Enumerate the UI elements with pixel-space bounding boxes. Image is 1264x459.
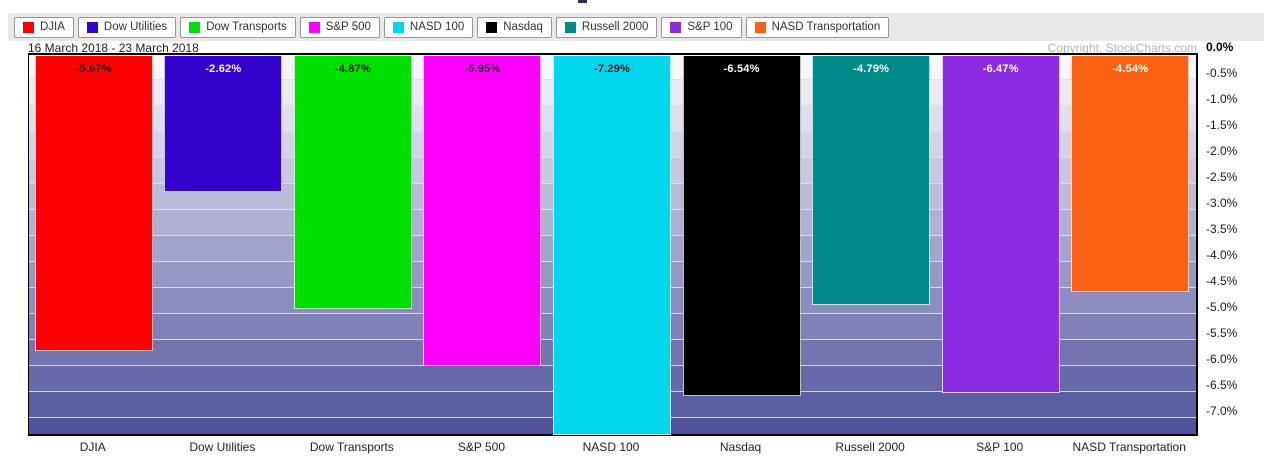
x-axis-label-nasdaq: Nasdaq xyxy=(719,440,762,454)
legend-button-label: Dow Utilities xyxy=(103,20,168,33)
y-tick-label: -2.0% xyxy=(1206,144,1238,159)
legend-button-label: S&P 100 xyxy=(687,20,733,33)
color-swatch-icon xyxy=(486,21,498,33)
color-swatch-icon xyxy=(23,21,34,33)
y-tick-label: -3.5% xyxy=(1206,222,1238,237)
color-swatch-icon xyxy=(86,21,98,33)
y-tick-label: -6.5% xyxy=(1206,378,1238,393)
bar-dow-transports: -4.87% xyxy=(293,56,412,310)
legend-button-dow-utilities[interactable]: Dow Utilities xyxy=(77,16,177,38)
copyright-label: Copyright, StockCharts.com xyxy=(1047,41,1197,55)
y-tick-label: -1.5% xyxy=(1206,118,1238,133)
y-tick-label: -5.5% xyxy=(1206,326,1238,341)
bar-s-p-500: -5.95% xyxy=(423,56,542,366)
bar-nasd-transportation: -4.54% xyxy=(1071,56,1190,293)
legend-button-nasdaq[interactable]: Nasdaq xyxy=(477,16,552,38)
legend-button-nasd-transportation[interactable]: NASD Transportation xyxy=(745,16,890,38)
bar-value-label: -4.87% xyxy=(334,63,371,75)
cropped-title-artifact xyxy=(578,0,587,3)
bar-s-p-100: -6.47% xyxy=(941,56,1060,393)
legend-button-s-p-100[interactable]: S&P 100 xyxy=(661,16,742,38)
color-swatch-icon xyxy=(392,21,404,33)
y-tick-label: -1.0% xyxy=(1206,92,1238,107)
x-axis-label-djia: DJIA xyxy=(79,440,106,454)
date-range-label: 16 March 2018 - 23 March 2018 xyxy=(28,41,199,55)
bar-value-label: -2.62% xyxy=(205,63,242,75)
x-axis-label-nasd-transportation: NASD Transportation xyxy=(1072,440,1186,454)
bar-value-label: -6.54% xyxy=(723,63,760,75)
y-tick-label: -0.5% xyxy=(1206,66,1238,81)
y-tick-label: -5.0% xyxy=(1206,300,1238,315)
y-tick-label: -2.5% xyxy=(1206,170,1238,185)
legend-button-label: NASD Transportation xyxy=(771,20,881,33)
y-tick-label: -4.5% xyxy=(1206,274,1238,289)
y-tick-label: -3.0% xyxy=(1206,196,1238,211)
bar-value-label: -4.79% xyxy=(853,63,890,75)
legend-button-nasd-100[interactable]: NASD 100 xyxy=(383,16,474,38)
y-tick-label: -6.0% xyxy=(1206,352,1238,367)
bar-value-label: -5.95% xyxy=(464,63,501,75)
y-tick-label: 0.0% xyxy=(1206,40,1234,54)
bar-djia: -5.67% xyxy=(34,56,153,352)
legend-button-dow-transports[interactable]: Dow Transports xyxy=(180,16,296,38)
x-axis-label-s-p-500: S&P 500 xyxy=(457,440,506,454)
legend-button-label: S&P 500 xyxy=(325,20,371,33)
y-tick-label: -7.0% xyxy=(1206,404,1238,419)
legend-bar: DJIA Dow Utilities Dow Transports S&P 500 NA… xyxy=(8,13,1264,41)
legend-button-label: DJIA xyxy=(40,20,65,33)
legend-button-djia[interactable]: DJIA xyxy=(14,16,74,38)
bar-value-label: -7.29% xyxy=(593,63,631,75)
plot-area: -5.67% -2.62% -4.87% -5.95% -7.29% -6.54% -4.7… xyxy=(28,53,1198,436)
color-swatch-icon xyxy=(754,21,766,33)
color-swatch-icon xyxy=(308,21,320,33)
bar-value-label: -4.54% xyxy=(1112,63,1149,75)
x-axis-label-s-p-100: S&P 100 xyxy=(976,440,1024,454)
x-axis-label-dow-utilities: Dow Utilities xyxy=(189,440,256,454)
bar-value-label: -5.67% xyxy=(75,63,112,75)
legend-button-s-p-500[interactable]: S&P 500 xyxy=(299,16,380,38)
bar-nasdaq: -6.54% xyxy=(682,56,801,397)
color-swatch-icon xyxy=(189,21,201,33)
x-axis-label-nasd-100: NASD 100 xyxy=(582,440,640,454)
x-axis-label-dow-transports: Dow Transports xyxy=(309,440,394,454)
legend-button-label: Russell 2000 xyxy=(581,20,649,33)
legend-button-label: NASD 100 xyxy=(409,20,465,33)
color-swatch-icon xyxy=(670,21,682,33)
bar-value-label: -6.47% xyxy=(982,63,1019,75)
color-swatch-icon xyxy=(564,21,576,33)
legend-button-label: Nasdaq xyxy=(503,20,543,33)
y-tick-label: -4.0% xyxy=(1206,248,1238,263)
x-axis-label-russell-2000: Russell 2000 xyxy=(835,440,905,454)
bar-russell-2000: -4.79% xyxy=(812,56,931,306)
bar-nasd-100: -7.29% xyxy=(553,56,671,436)
legend-button-russell-2000[interactable]: Russell 2000 xyxy=(555,16,658,38)
bar-dow-utilities: -2.62% xyxy=(164,56,283,193)
legend-button-label: Dow Transports xyxy=(206,20,287,33)
